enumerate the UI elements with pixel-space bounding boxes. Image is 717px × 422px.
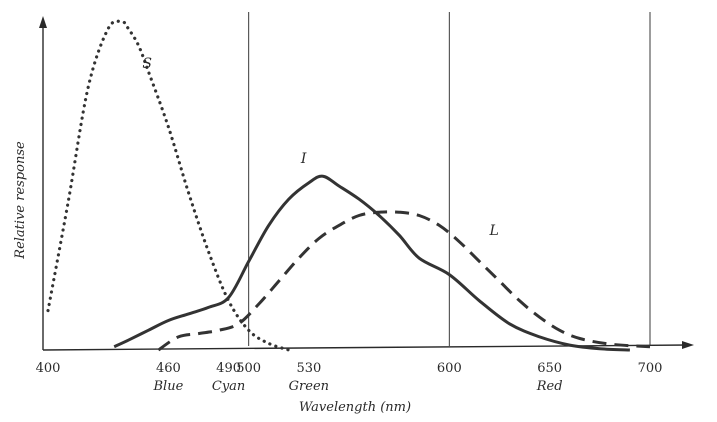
x-axis-title: Wavelength (nm) bbox=[299, 400, 411, 415]
x-axis-arrow bbox=[682, 341, 694, 349]
curve-labels: S I L bbox=[142, 56, 498, 239]
x-tick-460: 460 bbox=[156, 361, 181, 376]
y-axis-arrow bbox=[39, 16, 47, 28]
x-tick-530: 530 bbox=[296, 361, 321, 376]
series-I-label: I bbox=[300, 151, 307, 167]
y-axis-title: Relative response bbox=[13, 141, 28, 260]
x-tick-400: 400 bbox=[36, 361, 61, 376]
series-lines bbox=[46, 19, 651, 352]
series-S-label: S bbox=[142, 56, 152, 72]
color-label-red: Red bbox=[536, 379, 563, 394]
series-L-line bbox=[157, 210, 651, 352]
series-I-line bbox=[113, 174, 630, 352]
color-label-green: Green bbox=[289, 379, 329, 394]
x-tick-700: 700 bbox=[638, 361, 663, 376]
x-tick-490: 490 bbox=[216, 361, 241, 376]
color-label-cyan: Cyan bbox=[212, 379, 245, 394]
x-tick-500: 500 bbox=[236, 361, 261, 376]
series-S-line bbox=[46, 19, 291, 352]
x-tick-650: 650 bbox=[537, 361, 562, 376]
series-L-label: L bbox=[488, 223, 498, 239]
x-tick-600: 600 bbox=[437, 361, 462, 376]
color-label-blue: Blue bbox=[153, 379, 184, 394]
color-labels: Blue Cyan Green Red bbox=[153, 379, 563, 394]
grid-lines bbox=[248, 12, 651, 346]
